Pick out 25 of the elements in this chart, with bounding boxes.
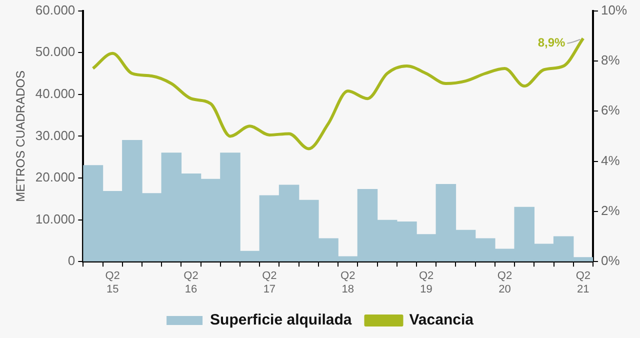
y2-tick-label: 8% <box>600 52 620 68</box>
x-tick-label: Q2 17 <box>262 270 277 296</box>
y-axis-title: METROS CUADRADOS <box>14 70 28 202</box>
y2-tick-label: 6% <box>600 102 620 118</box>
legend-label: Vacancia <box>409 312 474 329</box>
y-tick-label: 60.000 <box>35 2 76 18</box>
x-tick-label: Q2 21 <box>576 270 591 296</box>
y-tick-label: 10.000 <box>35 211 76 226</box>
annotation: 8,9% <box>538 36 566 50</box>
legend-label: Superficie alquilada <box>210 312 352 329</box>
y-tick-label: 0 <box>68 253 76 268</box>
line-series <box>91 36 585 150</box>
y2-tick-label: 10% <box>600 2 628 18</box>
y2-tick-label: 4% <box>600 152 620 168</box>
y-tick-label: 20.000 <box>35 170 76 185</box>
y2-tick-label: 0% <box>600 253 620 268</box>
x-tick-label: Q2 15 <box>105 270 120 296</box>
y-tick-label: 50.000 <box>35 44 76 60</box>
y2-tick-label: 2% <box>600 203 620 218</box>
x-tick-label: Q2 20 <box>497 270 512 296</box>
y-tick-label: 30.000 <box>35 128 76 143</box>
y-tick-label: 40.000 <box>35 86 76 101</box>
x-tick-label: Q2 18 <box>340 270 356 296</box>
x-tick-label: Q2 19 <box>418 270 434 296</box>
x-tick-label: Q2 16 <box>184 270 198 296</box>
